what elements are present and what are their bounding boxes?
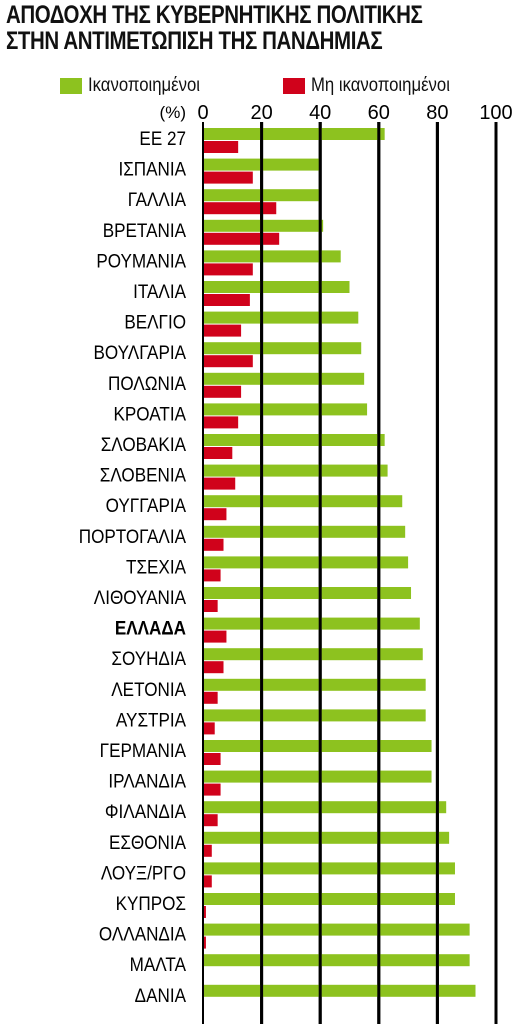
bar-satisfied — [203, 893, 455, 905]
x-tick-label: 0 — [197, 102, 208, 124]
bar-satisfied — [203, 556, 409, 569]
bar-satisfied — [203, 801, 447, 814]
bar-satisfied — [203, 617, 420, 630]
legend-swatch-unsatisfied — [283, 78, 305, 94]
bar-unsatisfied — [203, 753, 221, 765]
bar-unsatisfied — [203, 630, 227, 643]
legend-swatch-satisfied — [60, 78, 82, 94]
bar-satisfied — [203, 709, 426, 722]
category-label: ΜΑΛΤΑ — [130, 954, 187, 975]
x-tick-label: 80 — [426, 102, 448, 124]
bar-satisfied — [203, 372, 365, 385]
category-label: ΟΥΓΓΑΡΙΑ — [106, 495, 187, 516]
bar-unsatisfied — [203, 936, 206, 949]
bar-chart: (%) 0 20 40 60 80 100 ΕΕ 27 ΙΣΠΑΝΙΑ ΓΑΛΛΙΑ ΒΡΕΤΑΝΙ… — [79, 102, 513, 1024]
bar-unsatisfied — [203, 385, 242, 398]
bar-satisfied — [203, 342, 362, 355]
bar-unsatisfied — [203, 263, 253, 276]
bar-unsatisfied — [203, 508, 227, 521]
bar-satisfied — [203, 587, 412, 599]
bar-satisfied — [203, 770, 432, 783]
bar-satisfied — [203, 862, 455, 875]
category-label: ΕΛΛΑΔΑ — [115, 618, 186, 639]
title-line-1: ΑΠΟΔΟΧΗ ΤΗΣ ΚΥΒΕΡΝΗΤΙΚΗΣ ΠΟΛΙΤΙΚΗΣ — [6, 1, 423, 29]
category-label: ΛΕΤΟΝΙΑ — [111, 679, 187, 700]
bar-satisfied — [203, 740, 432, 752]
category-label: ΣΛΟΒΑΚΙΑ — [101, 434, 187, 455]
bar-unsatisfied — [203, 569, 221, 582]
category-label: ΙΡΛΑΝΔΙΑ — [108, 771, 186, 792]
category-label: ΓΕΡΜΑΝΙΑ — [100, 740, 187, 761]
bar-satisfied — [203, 678, 426, 691]
bar-unsatisfied — [203, 171, 253, 184]
bar-unsatisfied — [203, 722, 215, 735]
legend-label-satisfied: Ικανοποιημένοι — [88, 75, 200, 96]
bar-unsatisfied — [203, 783, 221, 796]
category-label: ΒΟΥΛΓΑΡΙΑ — [94, 342, 187, 363]
bar-satisfied — [203, 464, 388, 477]
bar-unsatisfied — [203, 844, 212, 857]
bar-unsatisfied — [203, 355, 253, 368]
bar-satisfied — [203, 434, 385, 446]
category-label: ΡΟΥΜΑΝΙΑ — [96, 251, 187, 272]
bar-satisfied — [203, 128, 385, 140]
category-label: ΙΣΠΑΝΙΑ — [118, 159, 186, 180]
category-label: ΠΟΛΩΝΙΑ — [108, 373, 187, 394]
bar-satisfied — [203, 831, 450, 844]
bar-unsatisfied — [203, 814, 218, 827]
category-label: ΤΣΕΧΙΑ — [126, 557, 187, 578]
category-label: ΚΥΠΡΟΣ — [116, 893, 186, 914]
category-label: ΣΛΟΒΕΝΙΑ — [100, 465, 187, 486]
x-tick-label: 20 — [250, 102, 272, 124]
bar-unsatisfied — [203, 141, 239, 153]
bar-unsatisfied — [203, 661, 224, 674]
category-label: ΔΑΝΙΑ — [135, 985, 187, 1006]
bar-satisfied — [203, 403, 368, 416]
bar-satisfied — [203, 250, 341, 263]
category-label: ΚΡΟΑΤΙΑ — [114, 404, 187, 425]
bar-unsatisfied — [203, 416, 239, 429]
bar-unsatisfied — [203, 294, 250, 306]
bar-satisfied — [203, 525, 406, 538]
bar-unsatisfied — [203, 477, 236, 490]
bar-unsatisfied — [203, 447, 233, 459]
bar-unsatisfied — [203, 538, 224, 551]
bar-unsatisfied — [203, 324, 242, 337]
bar-satisfied — [203, 495, 403, 508]
bar-satisfied — [203, 984, 476, 997]
bar-unsatisfied — [203, 906, 206, 918]
legend-label-unsatisfied: Μη ικανοποιημένοι — [311, 75, 450, 96]
category-label: ΒΡΕΤΑΝΙΑ — [103, 220, 187, 241]
category-label: ΠΟΡΤΟΓΑΛΙΑ — [79, 526, 187, 547]
bar-satisfied — [203, 923, 470, 936]
x-tick-label: 60 — [368, 102, 390, 124]
bar-satisfied — [203, 281, 350, 293]
bar-satisfied — [203, 648, 423, 661]
chart-title: ΑΠΟΔΟΧΗ ΤΗΣ ΚΥΒΕΡΝΗΤΙΚΗΣ ΠΟΛΙΤΙΚΗΣ ΣΤΗΝ … — [6, 2, 432, 54]
category-label: ΕΣΘΟΝΙΑ — [109, 832, 187, 853]
title-line-2: ΣΤΗΝ ΑΝΤΙΜΕΤΩΠΙΣΗ ΤΗΣ ΠΑΝΔΗΜΙΑΣ — [6, 27, 383, 55]
category-label: ΣΟΥΗΔΙΑ — [111, 648, 187, 669]
bar-unsatisfied — [203, 875, 212, 888]
category-label: ΟΛΛΑΝΔΙΑ — [99, 924, 187, 945]
bar-satisfied — [203, 311, 359, 324]
x-tick-label: 100 — [479, 102, 512, 124]
bar-unsatisfied — [203, 202, 277, 215]
bar-unsatisfied — [203, 600, 218, 612]
category-label: ΑΥΣΤΡΙΑ — [116, 710, 187, 731]
category-label: ΓΑΛΛΙΑ — [128, 189, 187, 210]
category-label: ΙΤΑΛΙΑ — [133, 281, 187, 302]
bar-satisfied — [203, 954, 470, 967]
category-label: ΛΙΘΟΥΑΝΙΑ — [94, 587, 187, 608]
bar-unsatisfied — [203, 691, 218, 704]
bar-unsatisfied — [203, 232, 280, 245]
category-label: ΒΕΛΓΙΟ — [124, 312, 186, 333]
x-tick-label: 40 — [309, 102, 331, 124]
category-label: ΦΙΛΑΝΔΙΑ — [105, 801, 187, 822]
axis-unit-label: (%) — [160, 103, 186, 122]
category-label: ΛΟΥΞ/ΡΓΟ — [101, 863, 186, 884]
category-label: ΕΕ 27 — [139, 128, 186, 149]
legend: Ικανοποιημένοι Μη ικανοποιημένοι — [0, 74, 531, 98]
